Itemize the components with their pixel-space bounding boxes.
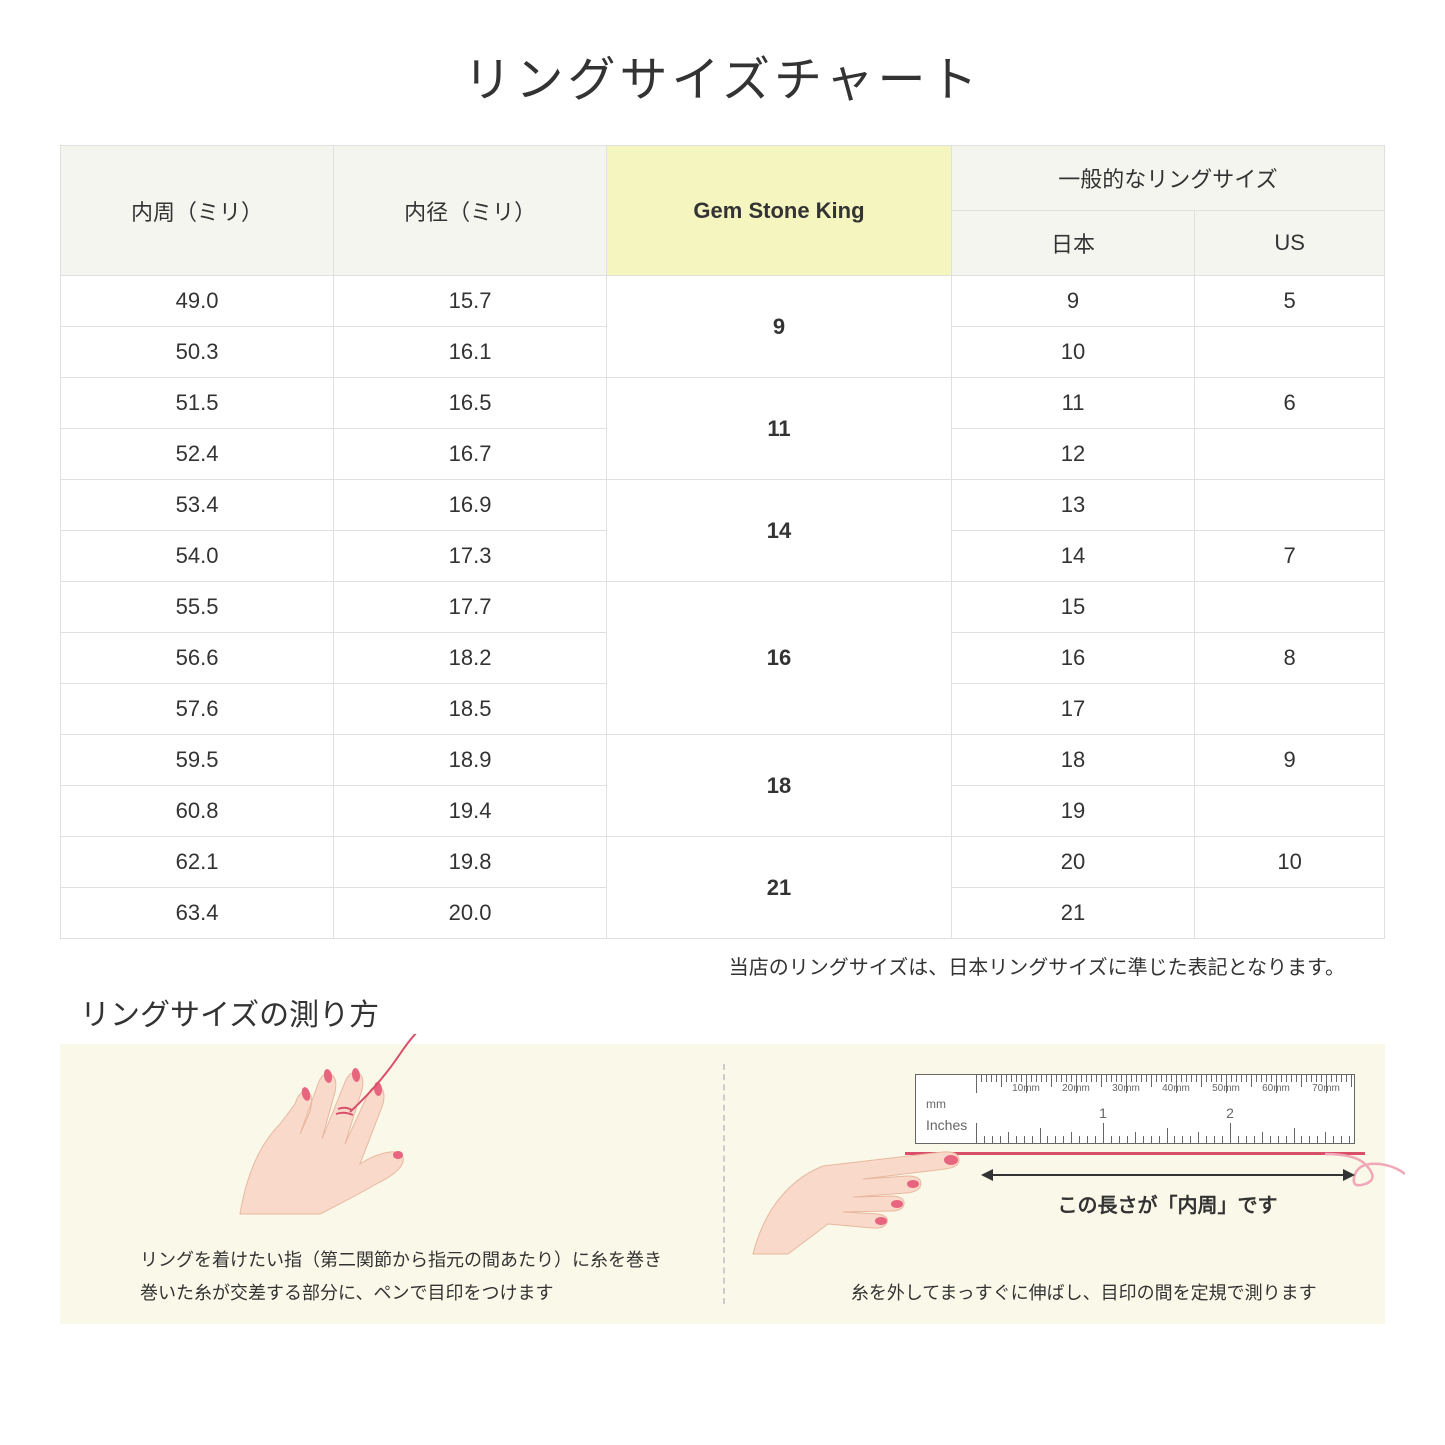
us-cell (1195, 327, 1385, 378)
table-row: 49.015.7995 (61, 276, 1385, 327)
diam-cell: 16.5 (334, 378, 607, 429)
jp-cell: 17 (951, 684, 1194, 735)
diam-cell: 16.7 (334, 429, 607, 480)
jp-cell: 21 (951, 888, 1194, 939)
diam-cell: 17.7 (334, 582, 607, 633)
header-gsk: Gem Stone King (607, 146, 952, 276)
jp-cell: 12 (951, 429, 1194, 480)
us-cell (1195, 888, 1385, 939)
measure-section: リングを着けたい指（第二関節から指元の間あたり）に糸を巻き巻いた糸が交差する部分… (60, 1044, 1385, 1324)
size-note: 当店のリングサイズは、日本リングサイズに準じた表記となります。 (60, 951, 1385, 980)
arrow-label: この長さが「内周」です (983, 1189, 1353, 1218)
measure-title: リングサイズの測り方 (80, 990, 1385, 1034)
gsk-cell: 18 (607, 735, 952, 837)
header-diameter: 内径（ミリ） (334, 146, 607, 276)
jp-cell: 15 (951, 582, 1194, 633)
table-row: 51.516.511116 (61, 378, 1385, 429)
jp-cell: 9 (951, 276, 1194, 327)
diam-cell: 18.5 (334, 684, 607, 735)
diam-cell: 19.8 (334, 837, 607, 888)
us-cell (1195, 582, 1385, 633)
diam-cell: 15.7 (334, 276, 607, 327)
circ-cell: 49.0 (61, 276, 334, 327)
jp-cell: 10 (951, 327, 1194, 378)
size-chart-table: 内周（ミリ） 内径（ミリ） Gem Stone King 一般的なリングサイズ … (60, 145, 1385, 939)
diam-cell: 16.9 (334, 480, 607, 531)
circ-cell: 57.6 (61, 684, 334, 735)
header-general: 一般的なリングサイズ (951, 146, 1384, 211)
us-cell: 5 (1195, 276, 1385, 327)
diam-cell: 17.3 (334, 531, 607, 582)
us-cell: 10 (1195, 837, 1385, 888)
circ-cell: 54.0 (61, 531, 334, 582)
circ-cell: 62.1 (61, 837, 334, 888)
us-cell (1195, 786, 1385, 837)
caption-step-2: 糸を外してまっすぐに伸ばし、目印の間を定規で測ります (823, 1277, 1346, 1309)
circ-cell: 53.4 (61, 480, 334, 531)
page-title: リングサイズチャート (60, 40, 1385, 110)
us-cell: 8 (1195, 633, 1385, 684)
jp-cell: 18 (951, 735, 1194, 786)
us-cell (1195, 429, 1385, 480)
measure-arrow (983, 1174, 1353, 1176)
gsk-cell: 21 (607, 837, 952, 939)
jp-cell: 13 (951, 480, 1194, 531)
us-cell: 6 (1195, 378, 1385, 429)
thread-curl (1325, 1134, 1405, 1194)
us-cell (1195, 480, 1385, 531)
us-cell: 7 (1195, 531, 1385, 582)
jp-cell: 16 (951, 633, 1194, 684)
jp-cell: 19 (951, 786, 1194, 837)
circ-cell: 63.4 (61, 888, 334, 939)
caption-step-1: リングを着けたい指（第二関節から指元の間あたり）に糸を巻き巻いた糸が交差する部分… (140, 1244, 683, 1309)
table-row: 59.518.918189 (61, 735, 1385, 786)
circ-cell: 52.4 (61, 429, 334, 480)
gsk-cell: 14 (607, 480, 952, 582)
diam-cell: 19.4 (334, 786, 607, 837)
table-row: 62.119.8212010 (61, 837, 1385, 888)
circ-cell: 59.5 (61, 735, 334, 786)
diam-cell: 18.2 (334, 633, 607, 684)
circ-cell: 56.6 (61, 633, 334, 684)
table-body: 49.015.799550.316.11051.516.51111652.416… (61, 276, 1385, 939)
gsk-cell: 16 (607, 582, 952, 735)
diam-cell: 20.0 (334, 888, 607, 939)
measure-step-1: リングを着けたい指（第二関節から指元の間あたり）に糸を巻き巻いた糸が交差する部分… (60, 1044, 723, 1324)
header-circumference: 内周（ミリ） (61, 146, 334, 276)
circ-cell: 50.3 (61, 327, 334, 378)
diam-cell: 16.1 (334, 327, 607, 378)
circ-cell: 51.5 (61, 378, 334, 429)
table-row: 53.416.91413 (61, 480, 1385, 531)
header-us: US (1195, 211, 1385, 276)
gsk-cell: 11 (607, 378, 952, 480)
hand-point-illustration (733, 1104, 993, 1264)
table-row: 55.517.71615 (61, 582, 1385, 633)
jp-cell: 14 (951, 531, 1194, 582)
jp-cell: 11 (951, 378, 1194, 429)
jp-cell: 20 (951, 837, 1194, 888)
measure-step-2: mm Inches 10mm20mm30mm40mm50mm60mm70mm12… (723, 1044, 1386, 1324)
diam-cell: 18.9 (334, 735, 607, 786)
gsk-cell: 9 (607, 276, 952, 378)
us-cell: 9 (1195, 735, 1385, 786)
circ-cell: 60.8 (61, 786, 334, 837)
header-japan: 日本 (951, 211, 1194, 276)
circ-cell: 55.5 (61, 582, 334, 633)
hand-wrap-illustration (200, 1034, 480, 1234)
us-cell (1195, 684, 1385, 735)
